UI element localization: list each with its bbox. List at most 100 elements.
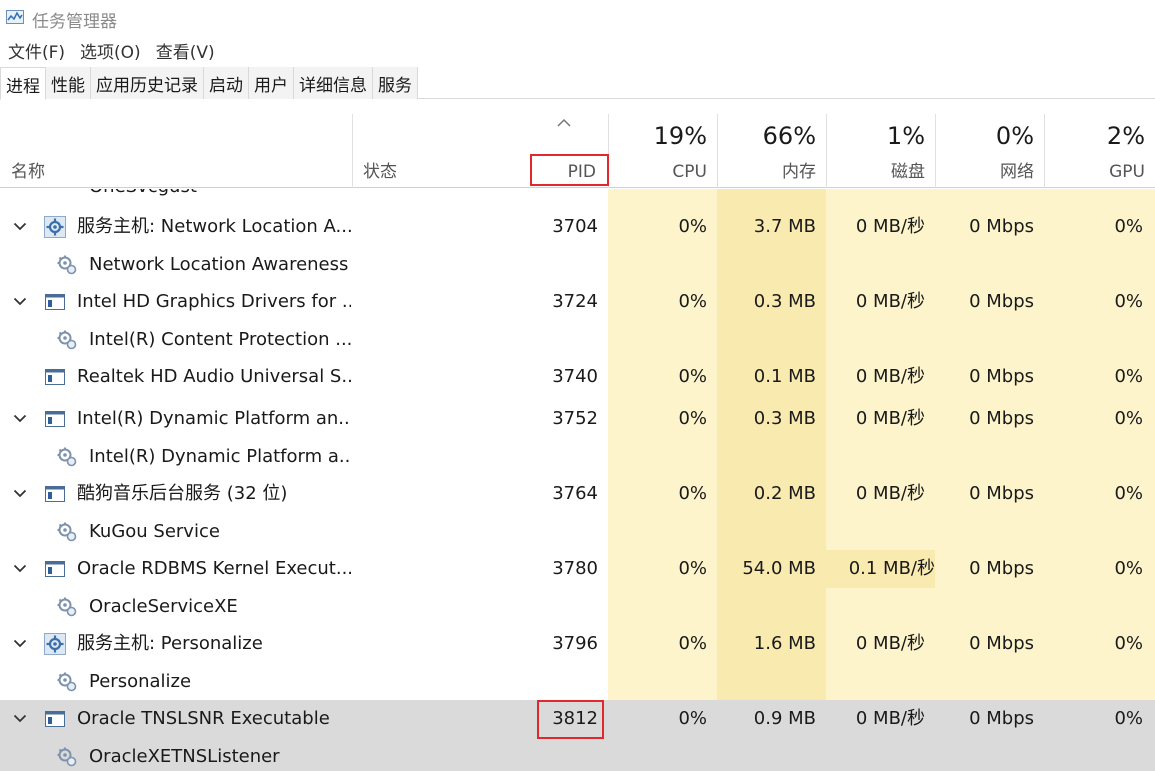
column-cpu[interactable]: 19% CPU (608, 114, 717, 188)
process-name: KuGou Service (89, 520, 220, 542)
process-name: 服务主机: Personalize (77, 633, 263, 654)
column-pid[interactable]: PID (530, 114, 608, 188)
expand-chevron-icon[interactable] (13, 222, 27, 231)
menu-options[interactable]: 选项(O) (80, 43, 141, 63)
disk-value: 0 MB/秒 (855, 633, 925, 654)
pid-value: 3752 (552, 408, 598, 429)
disk-value: 0 MB/秒 (855, 291, 925, 312)
pid-value-highlight (537, 700, 604, 739)
expand-chevron-icon[interactable] (13, 489, 27, 498)
memory-column-tint (717, 189, 826, 771)
process-row[interactable]: Intel HD Graphics Drivers for ... 3724 0% 0… (0, 283, 1155, 321)
gear-icon (44, 633, 66, 655)
column-status[interactable]: 状态 (352, 114, 530, 188)
partial-row-label: OneSvcgust (89, 189, 197, 197)
pid-value: 3796 (552, 633, 598, 654)
column-pid-label: PID (567, 162, 596, 182)
gpu-value: 0% (1114, 408, 1143, 429)
tab-app-history[interactable]: 应用历史记录 (91, 67, 204, 99)
menu-file[interactable]: 文件(F) (8, 43, 66, 63)
column-header: 名称 状态 PID 19% CPU 66% 内存 1% 磁盘 0% 网络 2% … (0, 114, 1155, 188)
cpu-value: 0% (678, 483, 707, 504)
pid-value: 3764 (552, 483, 598, 504)
service-gear-icon (56, 671, 78, 693)
process-name: Intel HD Graphics Drivers for ... (77, 291, 351, 312)
expand-chevron-icon[interactable] (13, 297, 27, 306)
tab-performance[interactable]: 性能 (46, 67, 91, 99)
network-value: 0 Mbps (969, 408, 1034, 429)
disk-value: 0 MB/秒 (855, 708, 925, 729)
memory-value: 0.9 MB (753, 708, 816, 729)
service-row[interactable]: Network Location Awareness (0, 246, 1155, 284)
column-memory[interactable]: 66% 内存 (717, 114, 826, 188)
network-value: 0 Mbps (969, 216, 1034, 237)
disk-value: 0 MB/秒 (855, 483, 925, 504)
pid-value: 3812 (552, 708, 598, 729)
window-icon (44, 558, 66, 580)
pid-header-highlight (530, 154, 609, 186)
column-network[interactable]: 0% 网络 (935, 114, 1044, 188)
disk-value: 0 MB/秒 (855, 408, 925, 429)
service-gear-icon (56, 521, 78, 543)
cpu-column-tint (608, 189, 717, 771)
process-name: 酷狗音乐后台服务 (32 位) (77, 483, 288, 504)
menu-view[interactable]: 查看(V) (155, 43, 215, 63)
window-icon (44, 708, 66, 730)
expand-chevron-icon[interactable] (13, 639, 27, 648)
column-gpu[interactable]: 2% GPU (1044, 114, 1155, 188)
process-row[interactable]: Realtek HD Audio Universal S... 3740 0% 0.1… (0, 358, 1155, 396)
gpu-value: 0% (1114, 216, 1143, 237)
process-name: OracleXETNSListener (89, 745, 280, 767)
cpu-value: 0% (678, 633, 707, 654)
tab-users[interactable]: 用户 (249, 67, 294, 99)
network-value: 0 Mbps (969, 483, 1034, 504)
service-row[interactable]: Intel(R) Dynamic Platform a... (0, 438, 1155, 476)
column-name[interactable]: 名称 (0, 114, 352, 188)
pid-value: 3704 (552, 216, 598, 237)
tab-details[interactable]: 详细信息 (294, 67, 373, 99)
process-name: Intel(R) Dynamic Platform a... (89, 445, 351, 467)
process-name: Intel(R) Dynamic Platform an... (77, 408, 351, 429)
network-column-tint (935, 189, 1044, 771)
service-row[interactable]: Intel(R) Content Protection ... (0, 321, 1155, 359)
window-icon (44, 291, 66, 313)
service-gear-icon (56, 329, 78, 351)
service-row[interactable]: OracleXETNSListener (0, 737, 1155, 771)
process-name: Realtek HD Audio Universal S... (77, 366, 351, 387)
process-row[interactable]: 服务主机: Network Location A... 3704 0% 3.7 MB 0… (0, 208, 1155, 246)
gpu-value: 0% (1114, 633, 1143, 654)
cpu-value: 0% (678, 708, 707, 729)
memory-total-percent: 66% (762, 122, 816, 150)
gpu-column-tint (1044, 189, 1155, 771)
expand-chevron-icon[interactable] (13, 714, 27, 723)
service-row[interactable]: OracleServiceXE (0, 588, 1155, 626)
network-value: 0 Mbps (969, 633, 1034, 654)
service-row[interactable]: KuGou Service (0, 513, 1155, 551)
tab-startup[interactable]: 启动 (204, 67, 249, 99)
window-title: 任务管理器 (32, 12, 117, 32)
gpu-total-percent: 2% (1106, 122, 1145, 150)
column-disk-label: 磁盘 (891, 162, 925, 182)
window-icon (44, 483, 66, 505)
process-row[interactable]: 酷狗音乐后台服务 (32 位) 3764 0% 0.2 MB 0 MB/秒 0 Mbps 0… (0, 475, 1155, 513)
column-disk[interactable]: 1% 磁盘 (826, 114, 935, 188)
process-row[interactable]: Intel(R) Dynamic Platform an... 3752 0% 0.3… (0, 400, 1155, 438)
tab-services[interactable]: 服务 (373, 67, 418, 99)
expand-chevron-icon[interactable] (13, 414, 27, 423)
service-gear-icon (56, 746, 78, 768)
process-row[interactable]: Oracle TNSLSNR Executable 3812 0% 0.9 MB 0 M… (0, 700, 1155, 738)
expand-chevron-icon[interactable] (13, 564, 27, 573)
memory-value: 3.7 MB (753, 216, 816, 237)
cpu-value: 0% (678, 408, 707, 429)
cpu-total-percent: 19% (653, 122, 707, 150)
service-row[interactable]: Personalize (0, 663, 1155, 701)
title-bar: 任务管理器 (0, 0, 1155, 34)
column-cpu-label: CPU (672, 162, 707, 182)
process-name: Oracle RDBMS Kernel Execut... (77, 558, 351, 579)
pid-value: 3724 (552, 291, 598, 312)
tab-processes[interactable]: 进程 (0, 67, 46, 100)
process-name: Personalize (89, 670, 192, 692)
process-row[interactable]: 服务主机: Personalize 3796 0% 1.6 MB 0 MB/秒 0 Mbp… (0, 625, 1155, 663)
column-name-label: 名称 (11, 162, 45, 182)
process-row[interactable]: Oracle RDBMS Kernel Execut... 3780 0% 54.0 … (0, 550, 1155, 588)
